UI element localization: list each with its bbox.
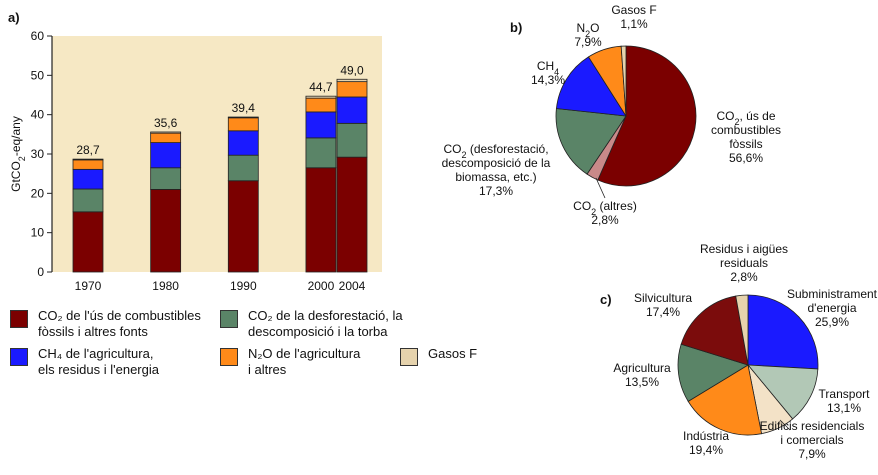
pie-slice-label: Edificis residencials i comercials 7,9% bbox=[760, 419, 865, 461]
pie-slice bbox=[735, 294, 749, 366]
y-tick-label: 30 bbox=[31, 147, 45, 161]
bar-segment-ch4 bbox=[305, 111, 337, 139]
bar-total-label: 39,4 bbox=[232, 101, 256, 115]
pie-slice bbox=[555, 56, 627, 117]
bar-segment-co2-fossil bbox=[72, 211, 104, 273]
pie-chart-gases: CO2, ús de combustibles fòssils 56,6% CO2 (a… bbox=[442, 3, 781, 227]
bar-chart-legend: CO₂ de l'ús de combustibles fòssils i al… bbox=[10, 308, 510, 388]
pie-slice-label: N2O 7,9% bbox=[574, 21, 602, 49]
bar-segment-co2-fossil bbox=[150, 188, 182, 273]
panel-label-c: c) bbox=[600, 292, 612, 307]
bar-segment-co2-fossil bbox=[336, 156, 368, 273]
bar-segment-ch4 bbox=[336, 96, 368, 124]
pie-slice-label: Silvicultura 17,4% bbox=[634, 291, 692, 319]
legend-label: CO₂ de la desforestació, la descomposici… bbox=[248, 308, 403, 339]
bar-segment-ch4 bbox=[150, 142, 182, 169]
legend-swatch bbox=[220, 310, 238, 328]
legend-label: CH₄ de l'agricultura, els residus i l'en… bbox=[38, 346, 159, 377]
pie-slice-label: CO2, ús de combustibles fòssils 56,6% bbox=[711, 109, 781, 165]
bar-segment-gases-f bbox=[227, 116, 259, 119]
x-tick-label: 1990 bbox=[230, 279, 257, 293]
bar-total-label: 49,0 bbox=[340, 63, 364, 77]
legend-swatch bbox=[400, 348, 418, 366]
pie-slice bbox=[677, 343, 749, 402]
bar-total-label: 44,7 bbox=[309, 80, 333, 94]
legend-item: CO₂ de la desforestació, la descomposici… bbox=[220, 308, 403, 340]
bar-segment-n2o bbox=[305, 97, 337, 113]
pie-slice-label: Residus i aigües residuals 2,8% bbox=[700, 242, 788, 284]
legend-label: N₂O de l'agricultura i altres bbox=[248, 346, 361, 377]
pie-slice-label: Gasos F 1,1% bbox=[611, 3, 656, 31]
legend-swatch bbox=[10, 348, 28, 366]
pie-slice-label: CO2 (desforestació, descomposició de la bi… bbox=[442, 142, 551, 198]
pie-slice bbox=[747, 294, 819, 370]
bar-segment-ch4 bbox=[227, 130, 259, 156]
pie-slice-label: Transport 13,1% bbox=[819, 387, 871, 415]
y-tick-label: 20 bbox=[31, 186, 45, 200]
pie-chart-sectors: Subministrament d'energia 25,9% Transport 13… bbox=[613, 242, 877, 461]
x-tick-label: 2000 bbox=[308, 279, 335, 293]
bar-segment-co2-deforest bbox=[227, 154, 259, 182]
legend-item: Gasos F bbox=[400, 346, 477, 366]
x-tick-label: 2004 bbox=[339, 279, 366, 293]
pie-slice-label: Agricultura 13,5% bbox=[613, 361, 671, 389]
y-tick-label: 40 bbox=[31, 108, 45, 122]
bar-segment-co2-deforest bbox=[150, 167, 182, 190]
pie-slice bbox=[747, 364, 819, 420]
bar-segment-co2-deforest bbox=[305, 137, 337, 169]
pie-slice bbox=[555, 108, 627, 175]
bar-segment-gases-f bbox=[150, 131, 182, 134]
pie-slice-label: Subministrament d'energia 25,9% bbox=[787, 287, 878, 329]
panel-label-a: a) bbox=[8, 10, 20, 25]
x-tick-label: 1980 bbox=[152, 279, 179, 293]
pie-slice-label: CO2 (altres) 2,8% bbox=[573, 199, 637, 227]
legend-item: CH₄ de l'agricultura, els residus i l'en… bbox=[10, 346, 159, 378]
bar-segment-co2-fossil bbox=[227, 180, 259, 273]
y-axis-label: GtCO2-eq/any bbox=[9, 116, 27, 192]
x-tick-label: 1970 bbox=[75, 279, 102, 293]
bar-segment-co2-fossil bbox=[305, 167, 337, 273]
y-tick-label: 10 bbox=[31, 226, 45, 240]
bar-segment-n2o bbox=[336, 81, 368, 98]
bar-segment-n2o bbox=[72, 159, 104, 170]
bar-segment-gases-f bbox=[305, 95, 337, 99]
bar-segment-n2o bbox=[150, 132, 182, 143]
legend-item: CO₂ de l'ús de combustibles fòssils i al… bbox=[10, 308, 201, 340]
bar-segment-n2o bbox=[227, 117, 259, 132]
y-tick-label: 50 bbox=[31, 68, 45, 82]
panel-label-b: b) bbox=[510, 20, 522, 35]
pie-slice-label: Indústria 19,4% bbox=[683, 429, 729, 457]
legend-label: Gasos F bbox=[428, 346, 478, 361]
bar-total-label: 35,6 bbox=[154, 116, 178, 130]
pie-slice bbox=[680, 295, 749, 366]
y-tick-label: 0 bbox=[37, 265, 44, 279]
pie-slice bbox=[620, 45, 627, 117]
pie-leader-line bbox=[595, 177, 606, 199]
bar-total-label: 28,7 bbox=[76, 143, 100, 157]
pie-slice bbox=[597, 45, 697, 187]
bar-chart: 0 10 20 30 40 50 60 GtCO2-eq/any 28,7 1970 35,6 198… bbox=[9, 29, 382, 293]
pie-slice bbox=[687, 364, 763, 436]
legend-swatch bbox=[220, 348, 238, 366]
bar-segment-co2-deforest bbox=[336, 122, 368, 158]
legend-item: N₂O de l'agricultura i altres bbox=[220, 346, 360, 378]
legend-label: CO₂ de l'ús de combustibles fòssils i al… bbox=[38, 308, 201, 339]
bar-segment-co2-deforest bbox=[72, 188, 104, 213]
bar-segment-gases-f bbox=[72, 158, 104, 161]
y-tick-label: 60 bbox=[31, 29, 45, 43]
bar-segment-gases-f bbox=[336, 78, 368, 83]
legend-swatch bbox=[10, 310, 28, 328]
pie-slice-label: CH4 14,3% bbox=[531, 59, 565, 87]
bar-segment-ch4 bbox=[72, 168, 104, 190]
pie-leader-line bbox=[779, 419, 791, 431]
